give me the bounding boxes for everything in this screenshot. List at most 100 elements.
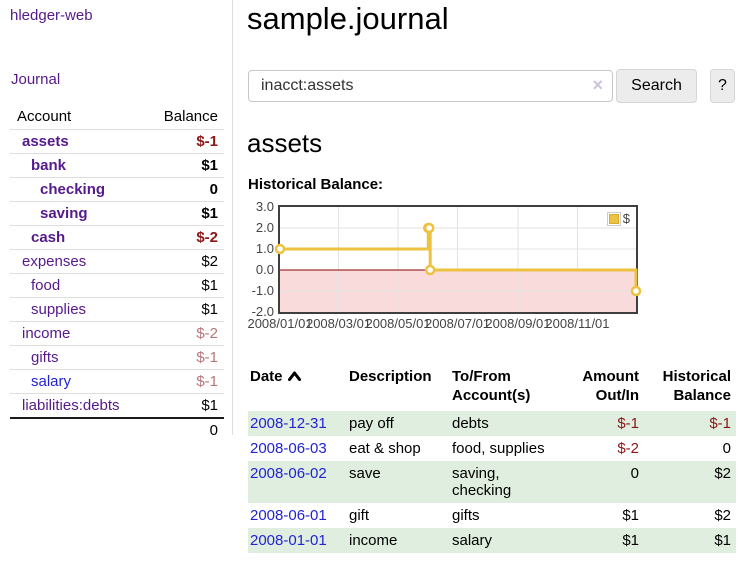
transaction-date-link[interactable]: 2008-12-31	[250, 415, 327, 432]
transaction-amount: $1	[622, 507, 639, 524]
transaction-date-link[interactable]: 2008-06-03	[250, 440, 327, 457]
y-tick-label: 2.0	[255, 220, 274, 235]
sidebar-divider	[232, 0, 233, 435]
y-tick-label: 1.0	[255, 241, 274, 256]
account-row: assets $-1	[10, 129, 224, 154]
account-balance: $1	[201, 157, 218, 174]
account-link[interactable]: food	[31, 277, 61, 294]
legend-label: $	[622, 211, 630, 226]
account-link[interactable]: salary	[31, 373, 72, 390]
y-tick-label: 0.0	[255, 262, 274, 277]
transaction-amount: $-2	[617, 440, 639, 457]
account-link[interactable]: gifts	[31, 349, 59, 366]
transaction-description: save	[349, 465, 381, 482]
transaction-accounts: debts	[452, 415, 489, 432]
x-tick-label: 2008/09/01	[485, 316, 551, 331]
transaction-description: gift	[349, 507, 370, 524]
help-button[interactable]: ?	[710, 69, 735, 103]
transaction-row: 2008-01-01 income salary $1 $1	[248, 528, 736, 553]
search-input[interactable]	[248, 70, 613, 102]
x-tick-label: 2008/01/01	[247, 316, 313, 331]
account-row: saving $1	[10, 201, 224, 226]
transaction-row: 2008-06-02 save saving, checking 0 $2	[248, 461, 736, 503]
transactions-table-body: 2008-12-31 pay off debts $-1 $-1 2008-06…	[248, 411, 736, 553]
transaction-date-link[interactable]: 2008-06-01	[250, 507, 327, 524]
transaction-accounts: food, supplies	[452, 440, 545, 457]
historical-balance-chart: $ 3.0 2.0 1.0 0.0 -1.0 -2.0 2008/01/01 2008/03…	[247, 199, 742, 344]
y-tick-label: -2.0	[251, 304, 274, 319]
accounts-total-row: 0	[10, 418, 224, 442]
legend-color-swatch	[608, 213, 619, 224]
legend-swatch-border	[606, 211, 621, 226]
accounts-column-header-txn[interactable]: To/From Account(s)	[452, 368, 531, 404]
account-balance: $-2	[196, 325, 218, 342]
chart-legend: $	[604, 210, 632, 227]
chart-canvas	[274, 207, 642, 312]
transaction-amount: $-1	[617, 415, 639, 432]
account-row: salary $-1	[10, 369, 224, 394]
account-link[interactable]: supplies	[31, 301, 87, 318]
transaction-amount: 0	[630, 465, 639, 482]
search-bar: × Search ?	[248, 69, 736, 103]
clear-search-icon[interactable]: ×	[592, 75, 603, 95]
account-balance: $-2	[196, 229, 218, 246]
account-link[interactable]: assets	[22, 133, 69, 150]
app-title-link[interactable]: hledger-web	[10, 7, 93, 24]
transaction-date-link[interactable]: 2008-01-01	[250, 532, 327, 549]
transaction-accounts: gifts	[452, 507, 480, 524]
account-row: gifts $-1	[10, 345, 224, 370]
transaction-balance: $-1	[709, 415, 731, 432]
balance-column-header-txn[interactable]: Historical Balance	[662, 368, 731, 404]
balance-column-header: Balance	[163, 108, 218, 125]
account-link[interactable]: bank	[31, 157, 67, 174]
account-link[interactable]: income	[22, 325, 71, 342]
y-tick-label: 3.0	[255, 199, 274, 214]
transactions-table: Date Description To/From Account(s) Amou…	[248, 363, 736, 553]
accounts-table-header: Account Balance	[10, 105, 224, 130]
account-link[interactable]: liabilities:debts	[22, 397, 120, 414]
account-balance: $1	[201, 397, 218, 414]
chart-plot-area: $	[274, 205, 642, 314]
transactions-header-row: Date Description To/From Account(s) Amou…	[248, 363, 736, 411]
account-row: supplies $1	[10, 297, 224, 322]
transaction-date-link[interactable]: 2008-06-02	[250, 465, 327, 482]
transaction-row: 2008-06-01 gift gifts $1 $2	[248, 503, 736, 528]
account-balance: $1	[201, 205, 218, 222]
transaction-balance: $2	[714, 465, 731, 482]
search-button[interactable]: Search	[616, 69, 697, 103]
date-column-header[interactable]: Date	[248, 363, 347, 411]
account-balance: $2	[201, 253, 218, 270]
transaction-accounts: salary	[452, 532, 493, 549]
accounts-column-header: Account	[17, 108, 72, 125]
search-box: ×	[248, 70, 613, 102]
account-link[interactable]: expenses	[22, 253, 87, 270]
account-balance: $-1	[196, 133, 218, 150]
account-link[interactable]: checking	[40, 181, 106, 198]
accounts-table-body: assets $-1 bank $1 checking 0 saving $1 …	[10, 129, 224, 419]
account-row: income $-2	[10, 321, 224, 346]
page-title: sample.journal	[247, 1, 449, 36]
account-link[interactable]: saving	[40, 205, 88, 222]
account-row: expenses $2	[10, 249, 224, 274]
account-row: cash $-2	[10, 225, 224, 250]
account-row: bank $1	[10, 153, 224, 178]
y-tick-label: -1.0	[251, 283, 274, 298]
account-balance: $-1	[196, 373, 218, 390]
account-balance: 0	[209, 181, 218, 198]
accounts-table: Account Balance assets $-1 bank $1 check…	[10, 105, 224, 442]
transaction-balance: $1	[714, 532, 731, 549]
x-tick-label: 2008/05/01	[365, 316, 431, 331]
sidebar-item-journal[interactable]: Journal	[11, 71, 61, 88]
account-balance: $-1	[196, 349, 218, 366]
account-link[interactable]: cash	[31, 229, 66, 246]
chart-title: Historical Balance:	[248, 176, 384, 193]
amount-column-header[interactable]: Amount Out/In	[582, 368, 639, 404]
transaction-amount: $1	[622, 532, 639, 549]
account-heading: assets	[247, 128, 323, 158]
accounts-total-value: 0	[209, 422, 218, 439]
transaction-balance: 0	[722, 440, 731, 457]
description-column-header[interactable]: Description	[349, 368, 432, 385]
transaction-row: 2008-12-31 pay off debts $-1 $-1	[248, 411, 736, 436]
account-row: checking 0	[10, 177, 224, 202]
